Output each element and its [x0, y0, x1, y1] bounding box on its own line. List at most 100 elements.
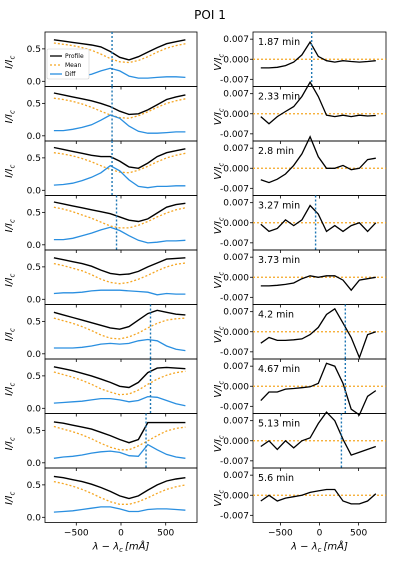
time-label: 2.33 min [258, 92, 300, 103]
y-axis-label: I/Ic [4, 437, 17, 450]
diff-line [53, 395, 186, 407]
y-tick-label: 0.5 [27, 45, 41, 55]
stokes-v-column: 0.007 0.000 -0.007 V/Ic 1.87 min 0.007 0.000 -0… [213, 31, 387, 555]
left-panel-2: 0.0 0.5 I/Ic [4, 86, 198, 144]
y-tick-label: 0.0 [27, 241, 42, 251]
right-panel-1: 0.007 0.000 -0.007 V/Ic 1.87 min [213, 31, 387, 90]
y-tick-label: 0.000 [223, 164, 249, 174]
profile-line [53, 146, 186, 170]
y-axis-label: V/Ic [213, 217, 226, 234]
y-tick-label: -0.007 [220, 293, 249, 303]
panel-frame [44, 413, 198, 469]
y-axis-label: V/Ic [213, 490, 226, 507]
time-label: 1.87 min [258, 37, 300, 48]
stokes-v-line [260, 362, 377, 416]
y-tick-label: -0.007 [220, 511, 249, 521]
time-label: 3.73 min [258, 255, 300, 266]
time-label: 5.13 min [258, 419, 300, 430]
y-tick-label: -0.007 [220, 457, 249, 467]
y-tick-label: 0.007 [223, 362, 249, 372]
y-tick-label: 0.5 [27, 317, 41, 327]
y-axis-label: I/Ic [4, 110, 17, 123]
y-tick-label: 0.007 [223, 144, 249, 154]
profile-line [53, 39, 186, 61]
y-tick-label: 0.000 [223, 110, 249, 120]
mean-line [53, 317, 186, 340]
y-axis-label: V/Ic [213, 163, 226, 180]
left-panel-7: 0.0 0.5 I/Ic [4, 358, 198, 417]
y-axis-label: I/Ic [4, 492, 17, 505]
y-axis-label: V/Ic [213, 108, 226, 125]
y-axis-label: I/Ic [4, 383, 17, 396]
left-panel-6: 0.0 0.5 I/Ic [4, 304, 198, 362]
right-panel-6: 0.007 0.000 -0.007 V/Ic 4.2 min [213, 304, 387, 362]
x-tick-label: 0 [118, 529, 124, 539]
mean-line [53, 97, 186, 119]
left-panel-9: 0.0 0.5 I/Ic [4, 467, 198, 526]
stokes-v-line [260, 204, 377, 233]
stokes-v-line [260, 488, 377, 505]
left-panel-4: 0.0 0.5 I/Ic [4, 195, 198, 253]
y-tick-label: -0.007 [220, 402, 249, 412]
diff-line [53, 506, 186, 513]
y-tick-label: 0.007 [223, 308, 249, 318]
y-axis-label: V/Ic [213, 54, 226, 71]
right-panel-8: 0.007 0.000 -0.007 V/Ic 5.13 min [213, 411, 387, 471]
legend-entry: Diff [65, 71, 76, 78]
diff-line [53, 289, 186, 296]
y-tick-label: 0.007 [223, 199, 249, 209]
x-tick-label: 500 [157, 529, 174, 539]
right-panel-5: 0.007 0.000 -0.007 V/Ic 3.73 min [213, 249, 387, 308]
right-panel-7: 0.007 0.000 -0.007 V/Ic 4.67 min [213, 358, 387, 417]
y-tick-label: 0.000 [223, 273, 249, 283]
y-tick-label: 0.007 [223, 35, 249, 45]
profile-line [53, 92, 186, 116]
y-tick-label: 0.0 [27, 459, 42, 469]
mean-line [53, 42, 186, 64]
mean-line [53, 206, 186, 229]
stokes-v-line [260, 411, 377, 456]
x-tick-label: 500 [350, 529, 367, 539]
y-axis-label: I/Ic [4, 56, 17, 69]
diff-line [53, 226, 186, 244]
diff-line [53, 164, 186, 189]
y-tick-label: 0.007 [223, 471, 249, 481]
y-tick-label: 0.0 [27, 350, 42, 360]
legend-entry: Mean [65, 62, 82, 69]
left-panel-1: 0.0 0.5 I/Ic Profile Mean Diff [4, 31, 198, 90]
y-tick-label: 0.5 [27, 263, 41, 273]
profile-line [53, 309, 186, 330]
y-axis-label: I/Ic [4, 165, 17, 178]
y-tick-label: 0.5 [27, 481, 41, 491]
profile-line [53, 366, 186, 389]
y-tick-label: -0.007 [220, 348, 249, 358]
x-tick-label: −500 [268, 529, 293, 539]
right-panel-3: 0.007 0.000 -0.007 V/Ic 2.8 min [213, 135, 387, 199]
profile-line [53, 257, 186, 276]
y-tick-label: 0.000 [223, 382, 249, 392]
y-tick-label: 0.000 [223, 55, 249, 65]
time-label: 2.8 min [258, 146, 294, 157]
y-tick-label: 0.007 [223, 417, 249, 427]
y-tick-label: -0.007 [220, 130, 249, 140]
x-axis-label: λ − λc [mÅ] [290, 540, 348, 555]
right-panel-4: 0.007 0.000 -0.007 V/Ic 3.27 min [213, 195, 387, 253]
y-axis-label: I/Ic [4, 219, 17, 232]
intensity-profile-column: 0.00.5I/Ic ProfileMeanDiff0.00.5I/Ic0.00.… [4, 31, 198, 554]
right-panel-9: 0.007 0.000 -0.007 V/Ic 5.6 min [213, 467, 387, 526]
stokes-v-line [260, 275, 376, 292]
panel-frame [44, 140, 198, 196]
y-tick-label: 0.007 [223, 253, 249, 263]
y-axis-label: V/Ic [213, 381, 226, 398]
y-tick-label: 0.000 [223, 328, 249, 338]
diff-line [53, 338, 186, 352]
y-tick-label: 0.0 [27, 132, 42, 142]
panel-frame [44, 195, 198, 251]
left-panel-3: 0.0 0.5 I/Ic [4, 140, 198, 199]
diff-line [53, 443, 186, 459]
y-axis-label: I/Ic [4, 274, 17, 287]
y-axis-label: I/Ic [4, 328, 17, 341]
mean-line [53, 480, 186, 505]
y-tick-label: 0.0 [27, 295, 42, 305]
left-panel-8: 0.0 0.5 I/Ic [4, 413, 198, 471]
